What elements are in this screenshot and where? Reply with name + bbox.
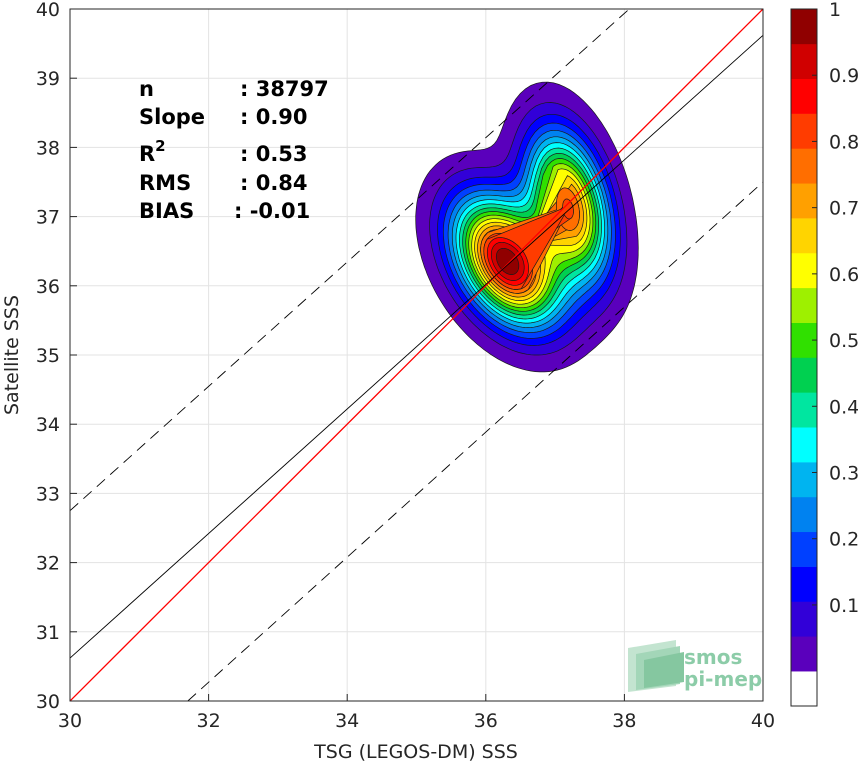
colorbar-segment <box>791 462 817 498</box>
stat-rms-label: RMS <box>139 171 191 195</box>
lower-bound-line <box>187 181 763 701</box>
colorbar-tick-label: 0.6 <box>829 264 858 286</box>
stat-r2-value: : 0.53 <box>240 142 308 166</box>
stat-slope-value: : 0.90 <box>240 105 308 129</box>
colorbar-tick-label: 0.1 <box>829 595 858 617</box>
colorbar-tick-label: 0.7 <box>829 198 858 220</box>
x-tick-label: 36 <box>474 710 498 732</box>
reference-lines <box>70 9 763 701</box>
x-axis-label: TSG (LEGOS-DM) SSS <box>313 741 518 763</box>
colorbar-tick-label: 0.8 <box>829 131 858 153</box>
stat-slope-label: Slope <box>139 105 205 129</box>
y-tick-label: 33 <box>36 483 60 505</box>
stat-r2-sup: 2 <box>155 137 165 155</box>
x-axis-ticks: 30 32 34 36 38 40 <box>58 694 775 732</box>
fit-line <box>70 34 763 659</box>
colorbar-tick-label: 1 <box>829 0 841 21</box>
y-tick-label: 31 <box>36 622 60 644</box>
y-tick-label: 37 <box>36 207 60 229</box>
colorbar-segment <box>791 113 817 149</box>
colorbar-segment <box>791 183 817 219</box>
logo-line2: pi-mep <box>684 667 762 691</box>
x-tick-label: 40 <box>751 710 775 732</box>
colorbar-tick-label: 0.4 <box>829 396 858 418</box>
colorbar-tick-label: 0.9 <box>829 65 858 87</box>
colorbar-tick-label: 0.2 <box>829 529 858 551</box>
smos-pi-mep-logo: smos pi-mep <box>628 640 762 692</box>
colorbar: 0.1 0.2 0.3 0.4 0.5 0.6 0.7 0.8 0.9 1 <box>790 0 858 707</box>
colorbar-tick-label: 0.3 <box>829 463 858 485</box>
stat-rms-value: : 0.84 <box>240 171 308 195</box>
density-contour-level <box>495 247 520 275</box>
y-tick-label: 32 <box>36 553 60 575</box>
colorbar-segment <box>791 252 817 289</box>
stat-n-label: n <box>139 77 154 101</box>
stats-box: n : 38797 Slope : 0.90 R2 : 0.53 RMS : 0… <box>139 77 329 223</box>
y-axis-label: Satellite SSS <box>1 295 23 415</box>
colorbar-segment <box>791 566 817 602</box>
colorbar-segment <box>791 427 817 463</box>
y-tick-label: 38 <box>36 137 60 159</box>
colorbar-frame <box>790 8 818 707</box>
colorbar-segment <box>791 357 817 393</box>
colorbar-segment <box>791 671 817 707</box>
y-tick-label: 39 <box>36 68 60 90</box>
colorbar-segment <box>791 287 817 323</box>
colorbar-tick-label: 0.5 <box>829 330 858 352</box>
x-tick-label: 38 <box>612 710 636 732</box>
colorbar-segment <box>791 531 817 567</box>
y-tick-label: 36 <box>36 276 60 298</box>
colorbar-segment <box>791 9 817 45</box>
identity-line <box>70 9 763 701</box>
stat-bias-value: : -0.01 <box>234 199 310 223</box>
colorbar-segment <box>791 78 817 114</box>
colorbar-segment <box>791 43 817 79</box>
colorbar-segment <box>791 218 817 254</box>
colorbar-segment <box>791 392 817 428</box>
y-axis-ticks: 30 31 32 33 34 35 36 37 38 39 40 <box>36 0 77 713</box>
colorbar-segment <box>791 636 817 672</box>
stat-r2-base: R <box>139 142 155 166</box>
logo-line1: smos <box>684 645 742 669</box>
y-tick-label: 40 <box>36 0 60 21</box>
x-tick-label: 30 <box>58 710 82 732</box>
stat-bias-label: BIAS <box>139 199 194 223</box>
colorbar-segment <box>791 601 817 637</box>
y-tick-label: 30 <box>36 691 60 713</box>
y-tick-label: 35 <box>36 345 60 367</box>
colorbar-segment <box>791 496 817 533</box>
y-tick-label: 34 <box>36 414 60 436</box>
stat-n-value: : 38797 <box>240 77 329 101</box>
stat-r2-label: R2 <box>139 137 166 166</box>
x-tick-label: 32 <box>197 710 221 732</box>
colorbar-segment <box>791 148 817 184</box>
x-tick-label: 34 <box>335 710 359 732</box>
